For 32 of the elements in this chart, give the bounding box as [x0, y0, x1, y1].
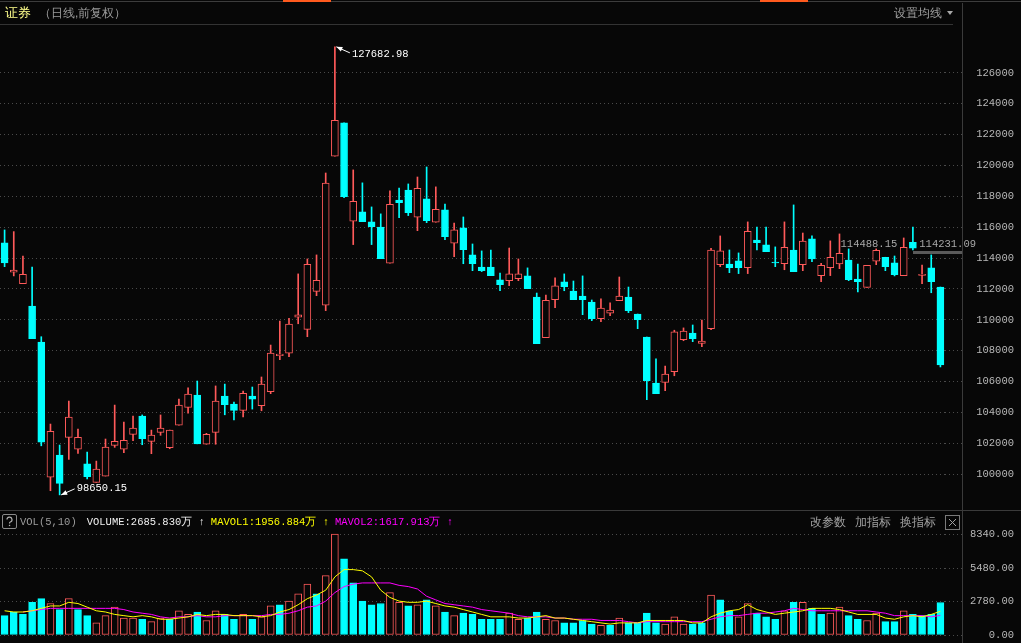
text: MAVOL2:1617.913万 ↑ — [334, 515, 454, 529]
y-tick-label: 0.00 — [988, 628, 1014, 641]
text: 设置均线 — [894, 4, 942, 22]
annotation: 114231.09 — [919, 237, 976, 250]
y-tick-label: 114000 — [976, 251, 1014, 264]
annotation: VOLUME:2685.830万 ↑ — [86, 515, 205, 529]
y-tick-label: 5480.00 — [969, 562, 1014, 575]
annotation: 改参数 — [810, 513, 846, 531]
y-tick-label: 112000 — [976, 282, 1014, 295]
annotation: 加指标 — [855, 513, 891, 531]
y-tick-label: 122000 — [976, 128, 1014, 141]
y-tick-label: 102000 — [976, 436, 1014, 449]
text: MAVOL1:1956.884万 ↑ — [210, 515, 329, 529]
y-tick-label: 106000 — [976, 375, 1014, 388]
y-tick-label: 110000 — [976, 313, 1014, 326]
text: VOL(5,10) — [20, 516, 77, 528]
y-tick-label: 124000 — [976, 97, 1014, 110]
y-tick-label: 104000 — [976, 406, 1014, 419]
chart-title: 证券 — [5, 4, 31, 22]
y-tick-label: 2780.00 — [969, 595, 1014, 608]
y-tick-label: 126000 — [976, 66, 1014, 79]
annotation: 98650.15 — [76, 481, 128, 494]
y-tick-label: 118000 — [976, 190, 1014, 203]
y-tick-label: 120000 — [976, 159, 1014, 172]
annotation: 114488.15 — [840, 237, 898, 250]
y-tick-label: 100000 — [976, 467, 1014, 480]
y-tick-label: 116000 — [976, 220, 1014, 233]
y-tick-label: 108000 — [976, 344, 1014, 357]
chart-subtitle: （日线,前复权） — [39, 4, 127, 22]
y-tick-label: 8340.00 — [969, 527, 1014, 540]
annotation: 换指标 — [900, 513, 936, 531]
annotation: 127682.98 — [351, 47, 409, 60]
